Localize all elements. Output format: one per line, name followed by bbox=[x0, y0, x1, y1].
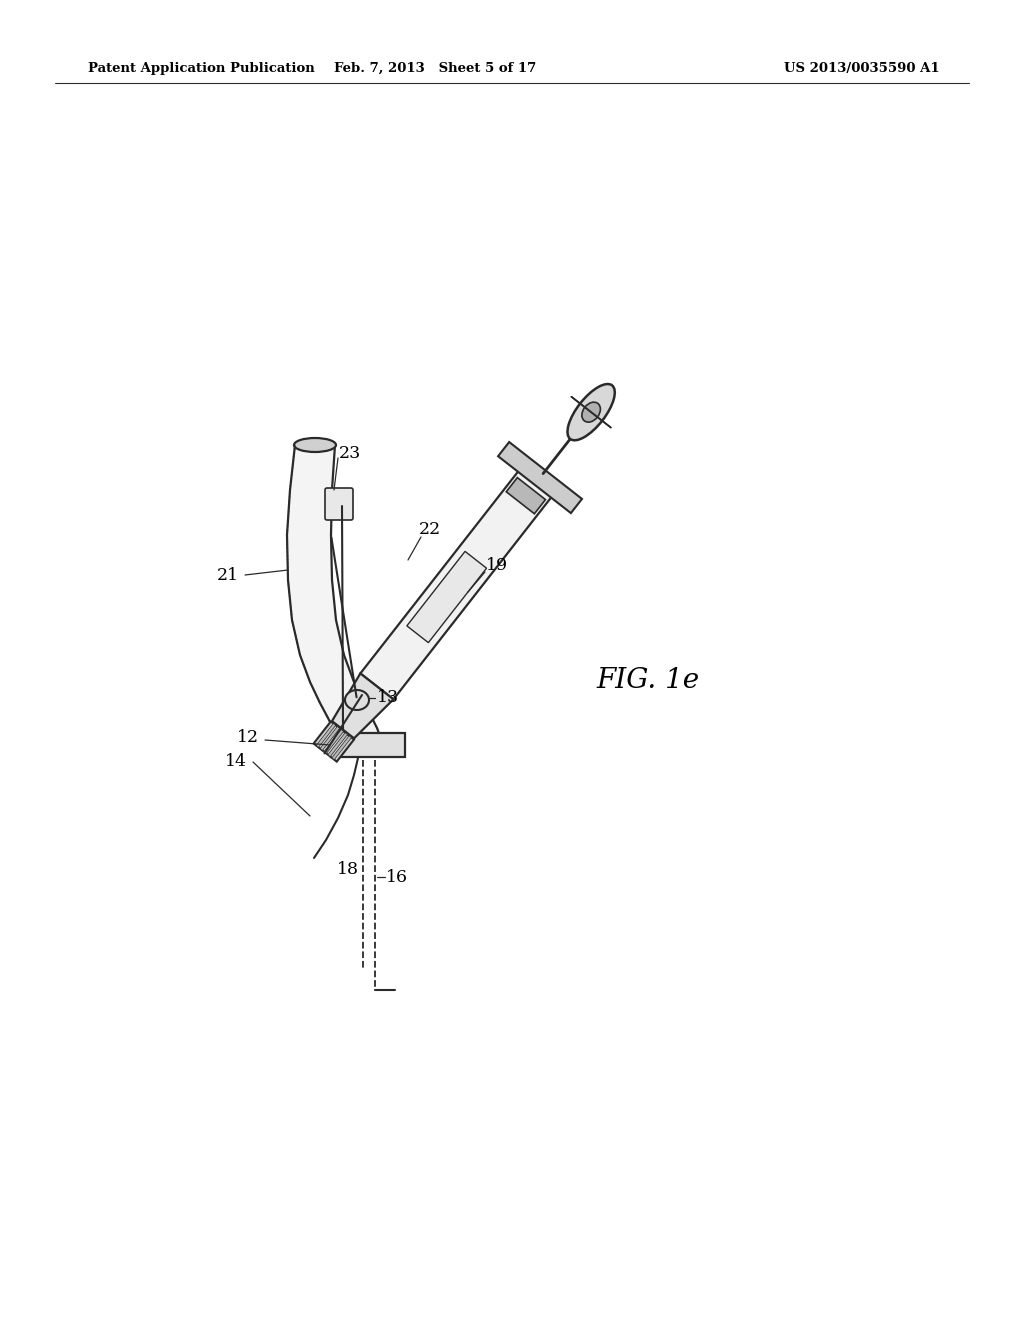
Text: Patent Application Publication: Patent Application Publication bbox=[88, 62, 314, 75]
Polygon shape bbox=[324, 730, 344, 754]
Text: 12: 12 bbox=[237, 730, 259, 747]
Text: US 2013/0035590 A1: US 2013/0035590 A1 bbox=[784, 62, 940, 75]
Text: 23: 23 bbox=[339, 445, 361, 462]
Text: 14: 14 bbox=[225, 754, 247, 771]
Polygon shape bbox=[498, 442, 582, 513]
Text: 21: 21 bbox=[217, 566, 239, 583]
Text: 19: 19 bbox=[486, 557, 508, 573]
Polygon shape bbox=[316, 723, 336, 747]
Text: FIG. 1e: FIG. 1e bbox=[596, 667, 699, 693]
Polygon shape bbox=[506, 478, 546, 513]
Polygon shape bbox=[287, 445, 380, 737]
Text: 18: 18 bbox=[337, 862, 359, 879]
Polygon shape bbox=[321, 726, 340, 750]
FancyBboxPatch shape bbox=[325, 488, 353, 520]
Polygon shape bbox=[332, 673, 393, 738]
Text: 22: 22 bbox=[419, 521, 441, 539]
Text: 16: 16 bbox=[386, 869, 408, 886]
Polygon shape bbox=[328, 733, 347, 756]
Text: 13: 13 bbox=[377, 689, 399, 706]
Ellipse shape bbox=[345, 690, 369, 710]
Ellipse shape bbox=[294, 438, 336, 451]
Text: Feb. 7, 2013   Sheet 5 of 17: Feb. 7, 2013 Sheet 5 of 17 bbox=[334, 62, 537, 75]
Polygon shape bbox=[407, 552, 486, 643]
Ellipse shape bbox=[582, 403, 600, 422]
Polygon shape bbox=[313, 722, 354, 762]
Polygon shape bbox=[360, 461, 560, 700]
FancyBboxPatch shape bbox=[331, 733, 406, 756]
Polygon shape bbox=[332, 735, 351, 759]
Ellipse shape bbox=[567, 384, 614, 441]
